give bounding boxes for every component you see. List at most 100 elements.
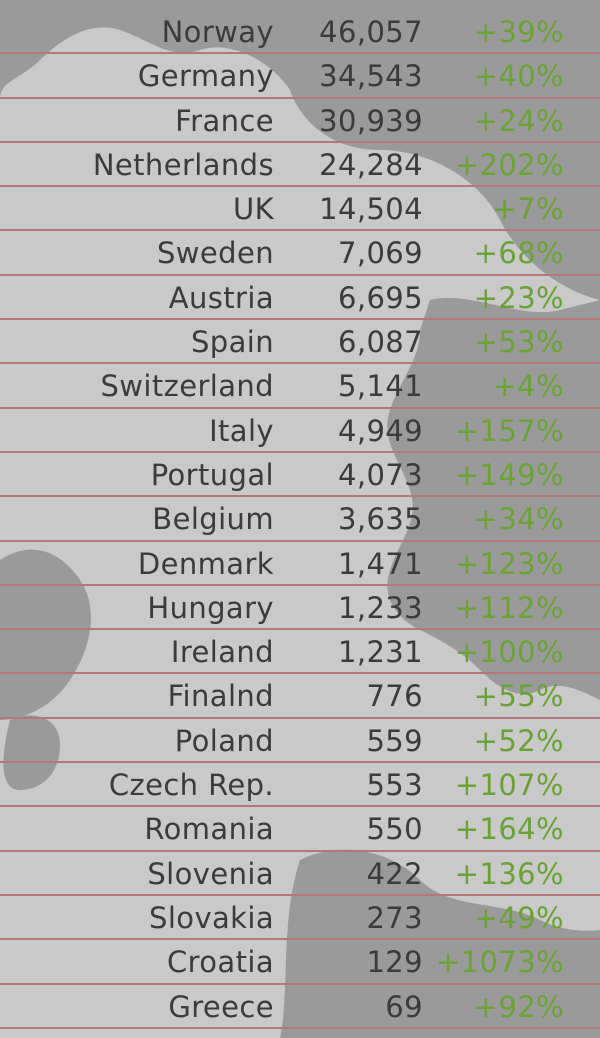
table-row: UK 14,504 +7%	[0, 187, 600, 232]
value-label: 34,543	[319, 59, 423, 94]
value-label: 1,231	[337, 635, 423, 670]
country-table: Norway 46,057 +39% Germany 34,543 +40% France 3…	[0, 10, 600, 1029]
table-row: Greece 69 +92%	[0, 985, 600, 1029]
table-row: Switzerland 5,141 +4%	[0, 364, 600, 409]
table-row: Belgium 3,635 +34%	[0, 497, 600, 542]
table-row: Finalnd 776 +55%	[0, 674, 600, 719]
value-label: 5,141	[337, 369, 423, 404]
change-label: +100%	[454, 635, 564, 670]
value-label: 3,635	[337, 502, 423, 537]
change-label: +23%	[473, 280, 564, 315]
country-label: Croatia	[166, 945, 274, 980]
country-label: Denmark	[137, 546, 274, 581]
country-label: Romania	[144, 812, 274, 847]
change-label: +202%	[454, 147, 564, 182]
table-row: Czech Rep. 553 +107%	[0, 763, 600, 808]
country-label: Italy	[209, 413, 274, 448]
value-label: 6,087	[337, 325, 423, 360]
country-label: Ireland	[170, 635, 274, 670]
change-label: +112%	[454, 590, 564, 625]
change-label: +149%	[454, 457, 564, 492]
map-landmass-central	[387, 297, 600, 700]
value-label: 553	[366, 768, 423, 803]
table-row: Romania 550 +164%	[0, 807, 600, 852]
change-label: +68%	[473, 236, 564, 271]
map-landmass-south	[280, 849, 600, 1038]
change-label: +136%	[454, 856, 564, 891]
country-label: France	[175, 103, 274, 138]
value-label: 273	[366, 900, 423, 935]
change-label: +49%	[473, 900, 564, 935]
map-landmass-north	[0, 0, 600, 300]
country-label: Czech Rep.	[108, 768, 274, 803]
country-label: Greece	[168, 989, 274, 1024]
value-label: 129	[366, 945, 423, 980]
table-row: Italy 4,949 +157%	[0, 409, 600, 453]
change-label: +7%	[492, 192, 564, 227]
change-label: +107%	[454, 768, 564, 803]
change-label: +164%	[454, 812, 564, 847]
change-label: +1073%	[435, 945, 564, 980]
country-label: Norway	[161, 15, 274, 49]
table-row: Norway 46,057 +39%	[0, 10, 600, 55]
value-label: 4,073	[337, 457, 423, 492]
value-label: 550	[366, 812, 423, 847]
value-label: 776	[366, 679, 423, 714]
table-row: Portugal 4,073 +149%	[0, 453, 600, 498]
table-row: Ireland 1,231 +100%	[0, 630, 600, 675]
table-row: Croatia 129 +1073%	[0, 940, 600, 985]
change-label: +157%	[454, 413, 564, 448]
country-label: Austria	[168, 280, 274, 315]
country-label: Hungary	[147, 590, 274, 625]
table-row: Netherlands 24,284 +202%	[0, 143, 600, 188]
country-label: Switzerland	[100, 369, 274, 404]
change-label: +53%	[473, 325, 564, 360]
country-label: Poland	[174, 723, 274, 758]
table-row: Hungary 1,233 +112%	[0, 586, 600, 631]
table-row: Slovenia 422 +136%	[0, 852, 600, 896]
country-label: Germany	[137, 59, 274, 94]
partial-row-top	[0, 0, 600, 10]
change-label: +39%	[473, 15, 564, 49]
value-label: 30,939	[319, 103, 423, 138]
value-label: 1,233	[337, 590, 423, 625]
country-label: Netherlands	[92, 147, 274, 182]
value-label: 24,284	[319, 147, 423, 182]
country-label: Slovenia	[147, 856, 274, 891]
partial-change	[555, 0, 564, 10]
map-island	[3, 715, 60, 790]
table-row: Spain 6,087 +53%	[0, 320, 600, 365]
table-row: Austria 6,695 +23%	[0, 276, 600, 321]
value-label: 559	[366, 723, 423, 758]
value-label: 7,069	[337, 236, 423, 271]
country-label: Spain	[190, 325, 274, 360]
change-label: +52%	[473, 723, 564, 758]
table-row: Sweden 7,069 +68%	[0, 231, 600, 276]
table-row: Poland 559 +52%	[0, 719, 600, 764]
table-row: Slovakia 273 +49%	[0, 896, 600, 941]
country-label: Portugal	[150, 457, 274, 492]
change-label: +55%	[473, 679, 564, 714]
table-row: Germany 34,543 +40%	[0, 54, 600, 99]
change-label: +40%	[473, 59, 564, 94]
change-label: +123%	[454, 546, 564, 581]
value-label: 1,471	[337, 546, 423, 581]
country-label: Finalnd	[167, 679, 274, 714]
value-label: 422	[366, 856, 423, 891]
value-label: 69	[385, 989, 423, 1024]
value-label: 4,949	[337, 413, 423, 448]
table-row: Denmark 1,471 +123%	[0, 542, 600, 586]
country-label: Belgium	[152, 502, 274, 537]
value-label: 6,695	[337, 280, 423, 315]
change-label: +24%	[473, 103, 564, 138]
map-landmass-east-edge	[555, 400, 600, 560]
change-label: +34%	[473, 502, 564, 537]
country-label: UK	[232, 192, 274, 227]
change-label: +4%	[492, 369, 564, 404]
country-label: Sweden	[157, 236, 274, 271]
value-label: 14,504	[319, 192, 423, 227]
country-label: Slovakia	[149, 900, 274, 935]
table-row: France 30,939 +24%	[0, 99, 600, 143]
map-landmass-west	[0, 549, 91, 720]
